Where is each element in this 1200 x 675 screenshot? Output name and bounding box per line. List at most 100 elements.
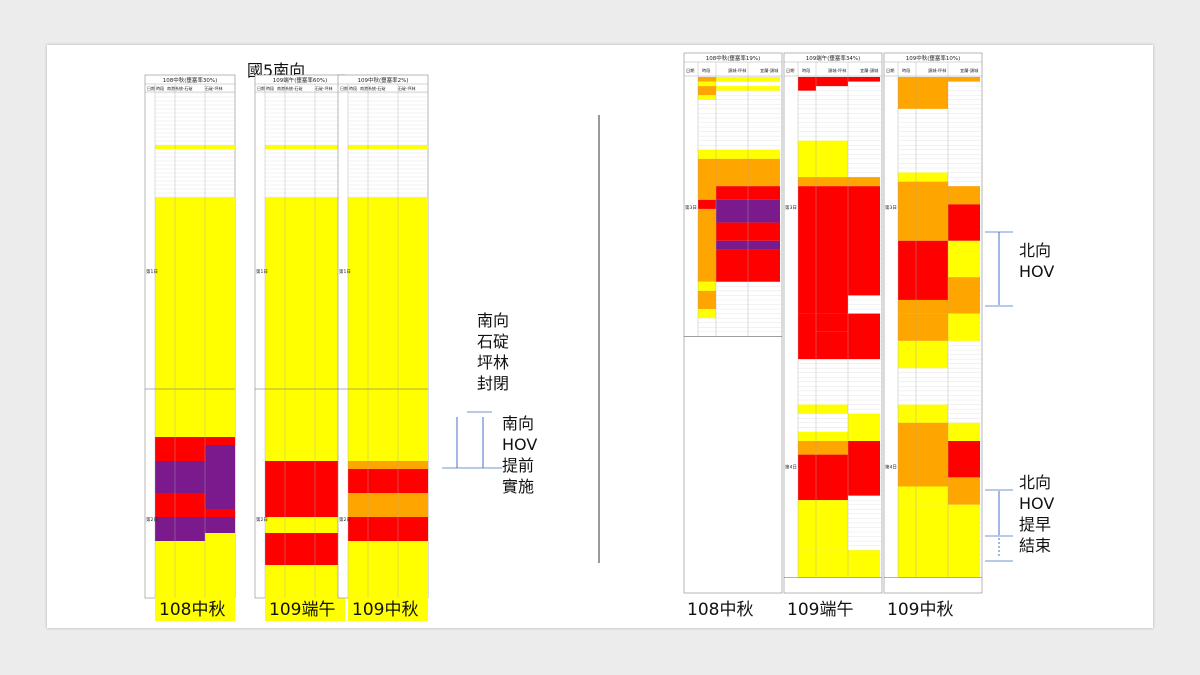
table-header: 108中秋(壅塞率19%): [706, 54, 761, 62]
heatmap-cell: [816, 441, 848, 455]
heatmap-cell: [948, 313, 980, 341]
column-header: 頭城-坪林: [728, 67, 747, 74]
column-header: 日期: [147, 85, 155, 91]
heatmap-cell: [848, 313, 880, 360]
column-header: 南港系統-石碇: [277, 85, 302, 91]
heatmap-cell: [748, 149, 780, 159]
heatmap-cell: [348, 493, 368, 517]
heatmap-cell: [898, 299, 916, 314]
heatmap-cell: [816, 186, 848, 314]
heatmap-cell: [348, 197, 368, 461]
heatmap-cell: [798, 500, 816, 551]
heatmap-cell: [155, 197, 175, 437]
heatmap-cell: [748, 222, 780, 241]
heatmap-cell: [698, 81, 716, 87]
heatmap-cell: [205, 145, 235, 149]
heatmap-cell: [916, 77, 948, 109]
heatmap-cell: [285, 145, 315, 149]
heatmap-cell: [348, 517, 368, 541]
heatmap-cell: [285, 461, 315, 517]
table-caption: 109端午: [269, 600, 336, 620]
table-frame: [683, 52, 783, 594]
heatmap-cell: [816, 404, 848, 414]
table-caption: 108中秋: [687, 600, 754, 620]
heatmap-cell: [948, 240, 980, 278]
heatmap-cell: [315, 517, 345, 533]
heatmap-cell: [798, 186, 816, 314]
heatmap-cell: [205, 509, 235, 517]
column-header: 時段: [802, 67, 811, 74]
slide: 國5南向 108中秋(壅塞率30%) 日期 時段 南港系統-石碇 石碇-坪林 第1日 第2日…: [47, 45, 1153, 628]
heatmap-cell: [175, 197, 205, 437]
heatmap-cell: [898, 172, 916, 182]
column-header: 時段: [902, 67, 911, 74]
heatmap-cell: [348, 541, 368, 621]
day-label: 第2日: [339, 516, 351, 523]
heatmap-cell: [948, 504, 980, 578]
table-header: 109端午(壅塞率34%): [806, 54, 861, 62]
column-header: 石碇-坪林: [398, 85, 415, 91]
heatmap-cell: [916, 486, 948, 505]
table-caption: 109端午: [787, 600, 854, 620]
day-label: 第1日: [146, 268, 158, 275]
heatmap-cell: [816, 140, 848, 178]
heatmap-cell: [398, 469, 428, 493]
heatmap-cell: [698, 95, 716, 100]
heatmap-cell: [898, 240, 916, 300]
heatmap-cell: [265, 145, 285, 149]
column-header: 日期: [886, 68, 894, 74]
table-header: 108中秋(壅塞率30%): [163, 76, 218, 84]
heatmap-cell: [175, 517, 205, 541]
column-header: 時段: [266, 85, 274, 91]
heatmap-cell: [155, 461, 175, 493]
heatmap-cell: [916, 340, 948, 369]
heatmap-cell: [398, 145, 428, 149]
heatmap-cell: [848, 441, 880, 496]
heatmap-cell: [398, 197, 428, 461]
column-header: 日期: [686, 68, 694, 74]
day-label: 第1日: [256, 268, 268, 275]
heatmap-cell: [948, 277, 980, 314]
heatmap-cell: [368, 541, 398, 621]
heatmap-cell: [175, 493, 205, 517]
heatmap-cell: [716, 249, 748, 282]
heatmap-cell: [155, 541, 175, 621]
heatmap-cell: [398, 461, 428, 469]
heatmap-cell: [285, 517, 315, 533]
heatmap-cell: [798, 550, 816, 578]
column-header: 南港系統-石碇: [167, 85, 192, 91]
heatmap-cell: [698, 149, 716, 159]
heatmap-cell: [265, 461, 285, 517]
table-header: 109中秋(壅塞率2%): [357, 76, 408, 84]
table-caption: 109中秋: [887, 600, 954, 620]
heatmap-cell: [265, 565, 285, 621]
heatmap-cell: [816, 454, 848, 501]
heatmap-cell: [155, 437, 175, 461]
column-header: 宜蘭-頭城: [960, 67, 979, 74]
table-caption: 109中秋: [352, 600, 419, 620]
heatmap-cell: [205, 533, 235, 621]
heatmap-cell: [368, 469, 398, 493]
heatmap-cell: [898, 313, 916, 341]
column-header: 日期: [257, 85, 265, 91]
heatmap-cell: [798, 140, 816, 178]
table-caption: 108中秋: [159, 600, 226, 620]
heatmap-cell: [698, 309, 716, 319]
heatmap-cell: [698, 86, 716, 96]
annotation-hov-end: 北向 HOV 提早 結束: [1019, 473, 1055, 555]
heatmap-cell: [348, 461, 368, 469]
heatmap-cell: [716, 240, 748, 250]
heatmap-cell: [716, 158, 748, 187]
heatmap-cell: [175, 541, 205, 621]
heatmap-cell: [848, 550, 880, 578]
heatmap-cell: [898, 181, 916, 241]
heatmap-cell: [175, 145, 205, 149]
day-label: 第2日: [146, 516, 158, 523]
heatmap-cell: [205, 517, 235, 533]
column-header: 宜蘭-頭城: [760, 67, 779, 74]
column-header: 石碇-坪林: [205, 85, 222, 91]
day-label: 第2日: [256, 516, 268, 523]
heatmap-cell: [916, 313, 948, 341]
day-label: 第4日: [885, 463, 897, 470]
heatmap-cell: [748, 199, 780, 223]
